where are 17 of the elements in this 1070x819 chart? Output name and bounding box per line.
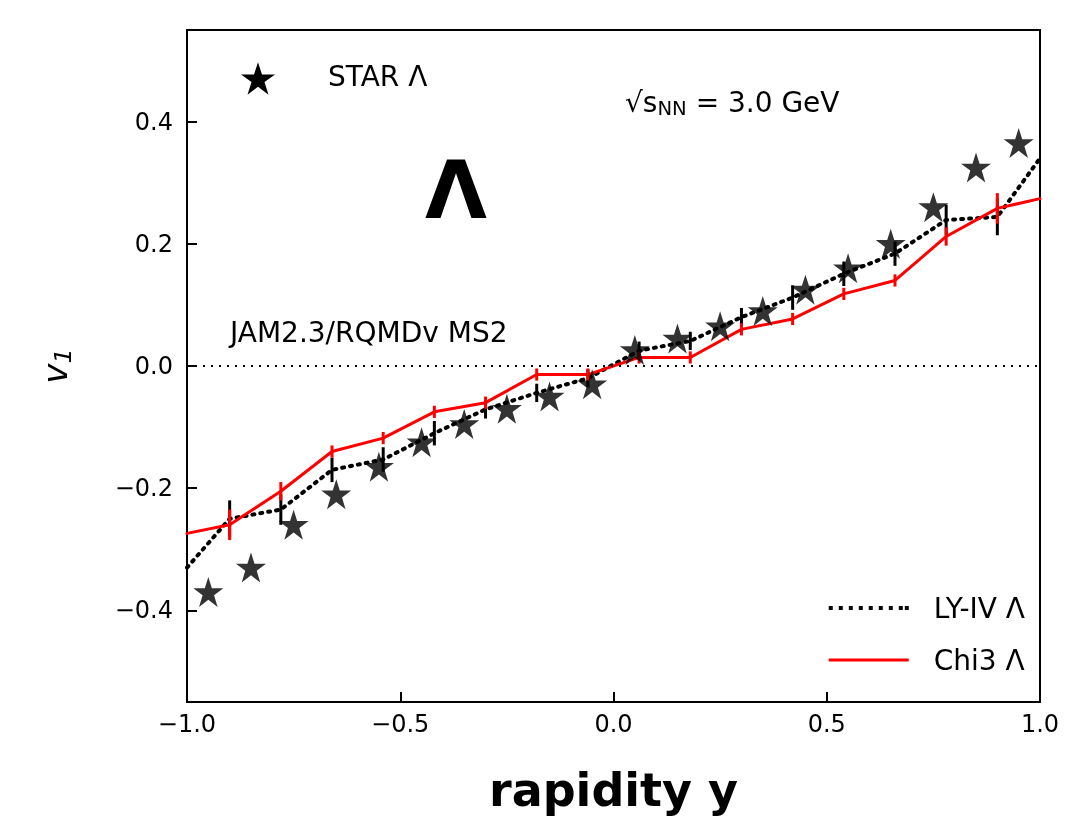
x-tick-label: 0.5 [807,710,846,738]
legend-label: LY-IV Λ [933,591,1025,625]
annotation: JAM2.3/RQMDv MS2 [228,315,508,349]
y-tick-label: 0.2 [134,229,173,258]
y-tick-label: 0.0 [134,352,173,380]
annotation: Λ [425,143,487,237]
y-axis-title: v1 [35,348,77,384]
x-tick-label: 1.0 [1020,710,1060,738]
y-tick-label: 0.4 [134,107,173,136]
x-tick-label: −0.5 [371,710,430,738]
x-tick-label: 0.0 [594,710,633,738]
x-axis-title: rapidity y [488,763,739,817]
y-tick-label: −0.2 [114,474,173,503]
x-tick-label: −1.0 [157,710,217,738]
y-tick-label: −0.4 [114,596,173,625]
annotation: STAR Λ [328,59,428,93]
legend-label: Chi3 Λ [933,643,1025,677]
